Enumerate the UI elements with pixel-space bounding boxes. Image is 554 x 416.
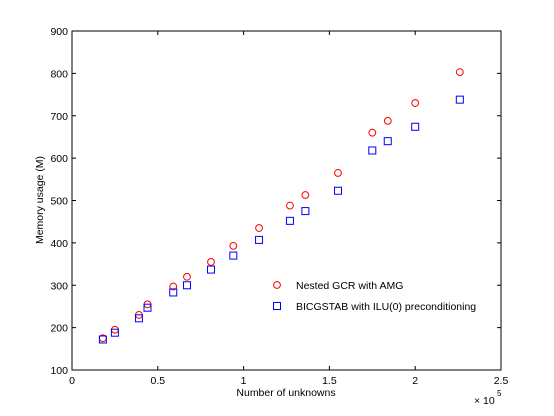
data-point-series-1 (455, 68, 464, 77)
y-tick-label: 400 (50, 238, 68, 250)
y-tick-label: 100 (50, 365, 68, 377)
data-point-series-2 (169, 288, 178, 297)
data-point-series-2 (134, 314, 143, 323)
data-point-series-1 (368, 128, 377, 137)
y-tick-label: 800 (50, 68, 68, 80)
x-axis-label: Number of unknowns (236, 387, 335, 399)
data-point-series-2 (285, 216, 294, 225)
legend-label-series-1: Nested GCR with AMG (296, 280, 403, 292)
data-point-series-1 (301, 191, 310, 199)
data-point-series-2 (206, 265, 215, 274)
data-point-series-1 (334, 169, 342, 177)
data-point-series-2 (411, 122, 420, 131)
data-point-series-1 (183, 272, 191, 281)
y-tick-label: 900 (50, 26, 68, 38)
series-layer (98, 68, 464, 344)
x-tick-label: 0.5 (150, 375, 165, 387)
y-axis-label: Memory usage (M) (34, 156, 46, 244)
data-point-series-2 (455, 95, 464, 104)
data-point-series-1 (169, 282, 178, 291)
data-point-series-2 (383, 137, 392, 146)
y-tick-label: 500 (50, 196, 68, 208)
data-point-series-2 (182, 281, 191, 290)
y-tick-label: 200 (50, 323, 68, 335)
data-point-series-1 (411, 99, 420, 107)
data-point-series-2 (368, 146, 377, 155)
y-tick-label: 600 (50, 153, 68, 165)
y-tick-label: 700 (50, 111, 68, 123)
x-tick-label: 2.5 (494, 375, 509, 387)
data-point-series-2 (301, 207, 310, 216)
legend-marker-series-2 (273, 302, 281, 310)
x-multiplier-exponent: 5 (497, 389, 502, 398)
y-axis-ticks: 100 200 300 400 500 600 700 800 900 (50, 26, 501, 377)
data-point-series-1 (229, 241, 238, 250)
legend-label-series-2: BICGSTAB with ILU(0) preconditioning (296, 301, 476, 313)
data-point-series-1 (286, 201, 294, 210)
x-tick-label: 2 (412, 375, 418, 387)
legend: Nested GCR with AMG BICGSTAB with ILU(0)… (273, 280, 476, 313)
x-tick-label: 1.5 (322, 375, 337, 387)
data-point-series-1 (383, 116, 392, 125)
data-point-series-2 (143, 303, 152, 312)
x-multiplier-label: × 10 (474, 395, 495, 407)
data-point-series-1 (255, 224, 263, 232)
data-point-series-2 (98, 335, 107, 344)
data-point-series-1 (207, 258, 215, 266)
data-point-series-2 (229, 251, 238, 260)
data-point-series-2 (110, 328, 119, 337)
x-axis-ticks: 0 0.5 1 1.5 2 2.5 (69, 31, 508, 387)
y-tick-label: 300 (50, 280, 68, 292)
x-tick-label: 0 (69, 375, 75, 387)
data-point-series-2 (333, 186, 342, 195)
legend-marker-series-1 (273, 281, 281, 289)
data-point-series-2 (255, 235, 264, 244)
x-tick-label: 1 (241, 375, 247, 387)
plot-area (71, 30, 502, 371)
